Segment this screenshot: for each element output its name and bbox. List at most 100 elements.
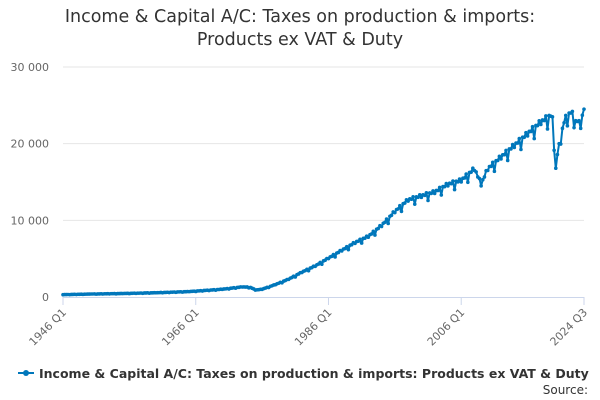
x-tick-label: 2006 Q1 (425, 306, 468, 349)
data-point[interactable] (333, 255, 337, 259)
data-point[interactable] (383, 220, 387, 225)
data-point[interactable] (529, 129, 533, 134)
data-point[interactable] (412, 202, 417, 206)
data-point[interactable] (479, 184, 483, 188)
data-point[interactable] (497, 154, 502, 159)
data-point[interactable] (532, 136, 537, 141)
data-point[interactable] (582, 107, 586, 111)
data-point[interactable] (457, 177, 462, 181)
data-point[interactable] (542, 118, 546, 123)
data-point[interactable] (403, 201, 407, 205)
legend-item[interactable]: Income & Capital A/C: Taxes on productio… (18, 364, 589, 382)
data-point[interactable] (439, 193, 444, 197)
data-point[interactable] (539, 122, 543, 127)
data-point[interactable] (371, 229, 376, 234)
data-point[interactable] (429, 191, 434, 196)
data-point[interactable] (519, 147, 523, 152)
data-point[interactable] (563, 113, 568, 118)
data-point[interactable] (502, 152, 507, 157)
data-point[interactable] (469, 170, 473, 174)
data-point[interactable] (384, 217, 389, 221)
data-point[interactable] (442, 184, 447, 189)
data-point[interactable] (552, 148, 556, 153)
data-point[interactable] (373, 233, 377, 237)
data-point[interactable] (376, 226, 381, 231)
data-point[interactable] (537, 119, 541, 123)
data-point[interactable] (499, 157, 503, 161)
data-point[interactable] (346, 247, 351, 252)
data-point[interactable] (431, 189, 435, 193)
data-point[interactable] (525, 134, 530, 138)
data-point[interactable] (369, 232, 374, 236)
data-point[interactable] (485, 168, 490, 173)
data-point[interactable] (379, 224, 384, 229)
data-point[interactable] (504, 148, 508, 153)
data-point[interactable] (517, 136, 522, 141)
data-point[interactable] (456, 180, 460, 184)
data-point[interactable] (489, 164, 493, 169)
data-point[interactable] (510, 142, 515, 147)
data-point[interactable] (399, 209, 404, 214)
data-point[interactable] (565, 124, 570, 128)
data-point[interactable] (393, 210, 397, 215)
series-line (62, 108, 585, 296)
data-point[interactable] (474, 170, 478, 174)
data-point[interactable] (459, 180, 464, 184)
data-point[interactable] (366, 235, 371, 239)
data-point[interactable] (436, 188, 440, 193)
data-point[interactable] (492, 169, 497, 174)
data-point[interactable] (509, 147, 513, 151)
data-point[interactable] (544, 114, 548, 118)
data-point[interactable] (560, 126, 565, 131)
data-point[interactable] (359, 241, 364, 245)
data-point[interactable] (426, 198, 430, 203)
data-point[interactable] (446, 184, 450, 188)
data-point[interactable] (482, 175, 487, 179)
data-point[interactable] (553, 166, 558, 170)
data-point[interactable] (449, 181, 454, 186)
data-point[interactable] (358, 237, 362, 242)
legend-line-icon (18, 368, 34, 378)
data-point[interactable] (562, 120, 566, 125)
data-point[interactable] (530, 124, 535, 129)
data-point[interactable] (515, 141, 520, 145)
data-point[interactable] (451, 179, 455, 183)
data-point[interactable] (452, 187, 457, 192)
data-point[interactable] (580, 113, 585, 117)
data-point[interactable] (411, 195, 415, 199)
data-point[interactable] (480, 177, 485, 182)
data-point[interactable] (512, 145, 517, 150)
data-point[interactable] (578, 126, 583, 131)
data-point[interactable] (389, 213, 394, 218)
data-point[interactable] (555, 152, 560, 157)
data-point[interactable] (572, 125, 576, 130)
data-point[interactable] (386, 221, 391, 226)
data-point[interactable] (577, 118, 581, 123)
data-point[interactable] (398, 203, 402, 208)
data-point[interactable] (505, 158, 510, 163)
data-point[interactable] (524, 130, 528, 135)
data-point[interactable] (570, 109, 575, 114)
data-point[interactable] (558, 142, 563, 146)
credits[interactable]: Source: (542, 383, 588, 397)
data-point[interactable] (437, 185, 442, 190)
data-point[interactable] (466, 180, 470, 185)
data-point[interactable] (464, 172, 468, 176)
data-point[interactable] (432, 191, 437, 196)
data-point[interactable] (495, 158, 500, 163)
data-point[interactable] (545, 127, 550, 131)
data-point[interactable] (535, 123, 540, 128)
data-point[interactable] (344, 244, 349, 249)
data-point[interactable] (462, 176, 467, 180)
data-point[interactable] (396, 207, 400, 211)
data-point[interactable] (320, 262, 324, 267)
y-axis-ticks: 0 10 000 20 000 30 000 (11, 61, 50, 304)
data-point[interactable] (477, 176, 482, 181)
data-point[interactable] (306, 268, 311, 273)
data-point[interactable] (424, 191, 429, 195)
data-point[interactable] (522, 135, 527, 140)
y-tick-label: 10 000 (11, 214, 50, 227)
data-point[interactable] (550, 115, 555, 119)
data-point[interactable] (490, 160, 495, 165)
